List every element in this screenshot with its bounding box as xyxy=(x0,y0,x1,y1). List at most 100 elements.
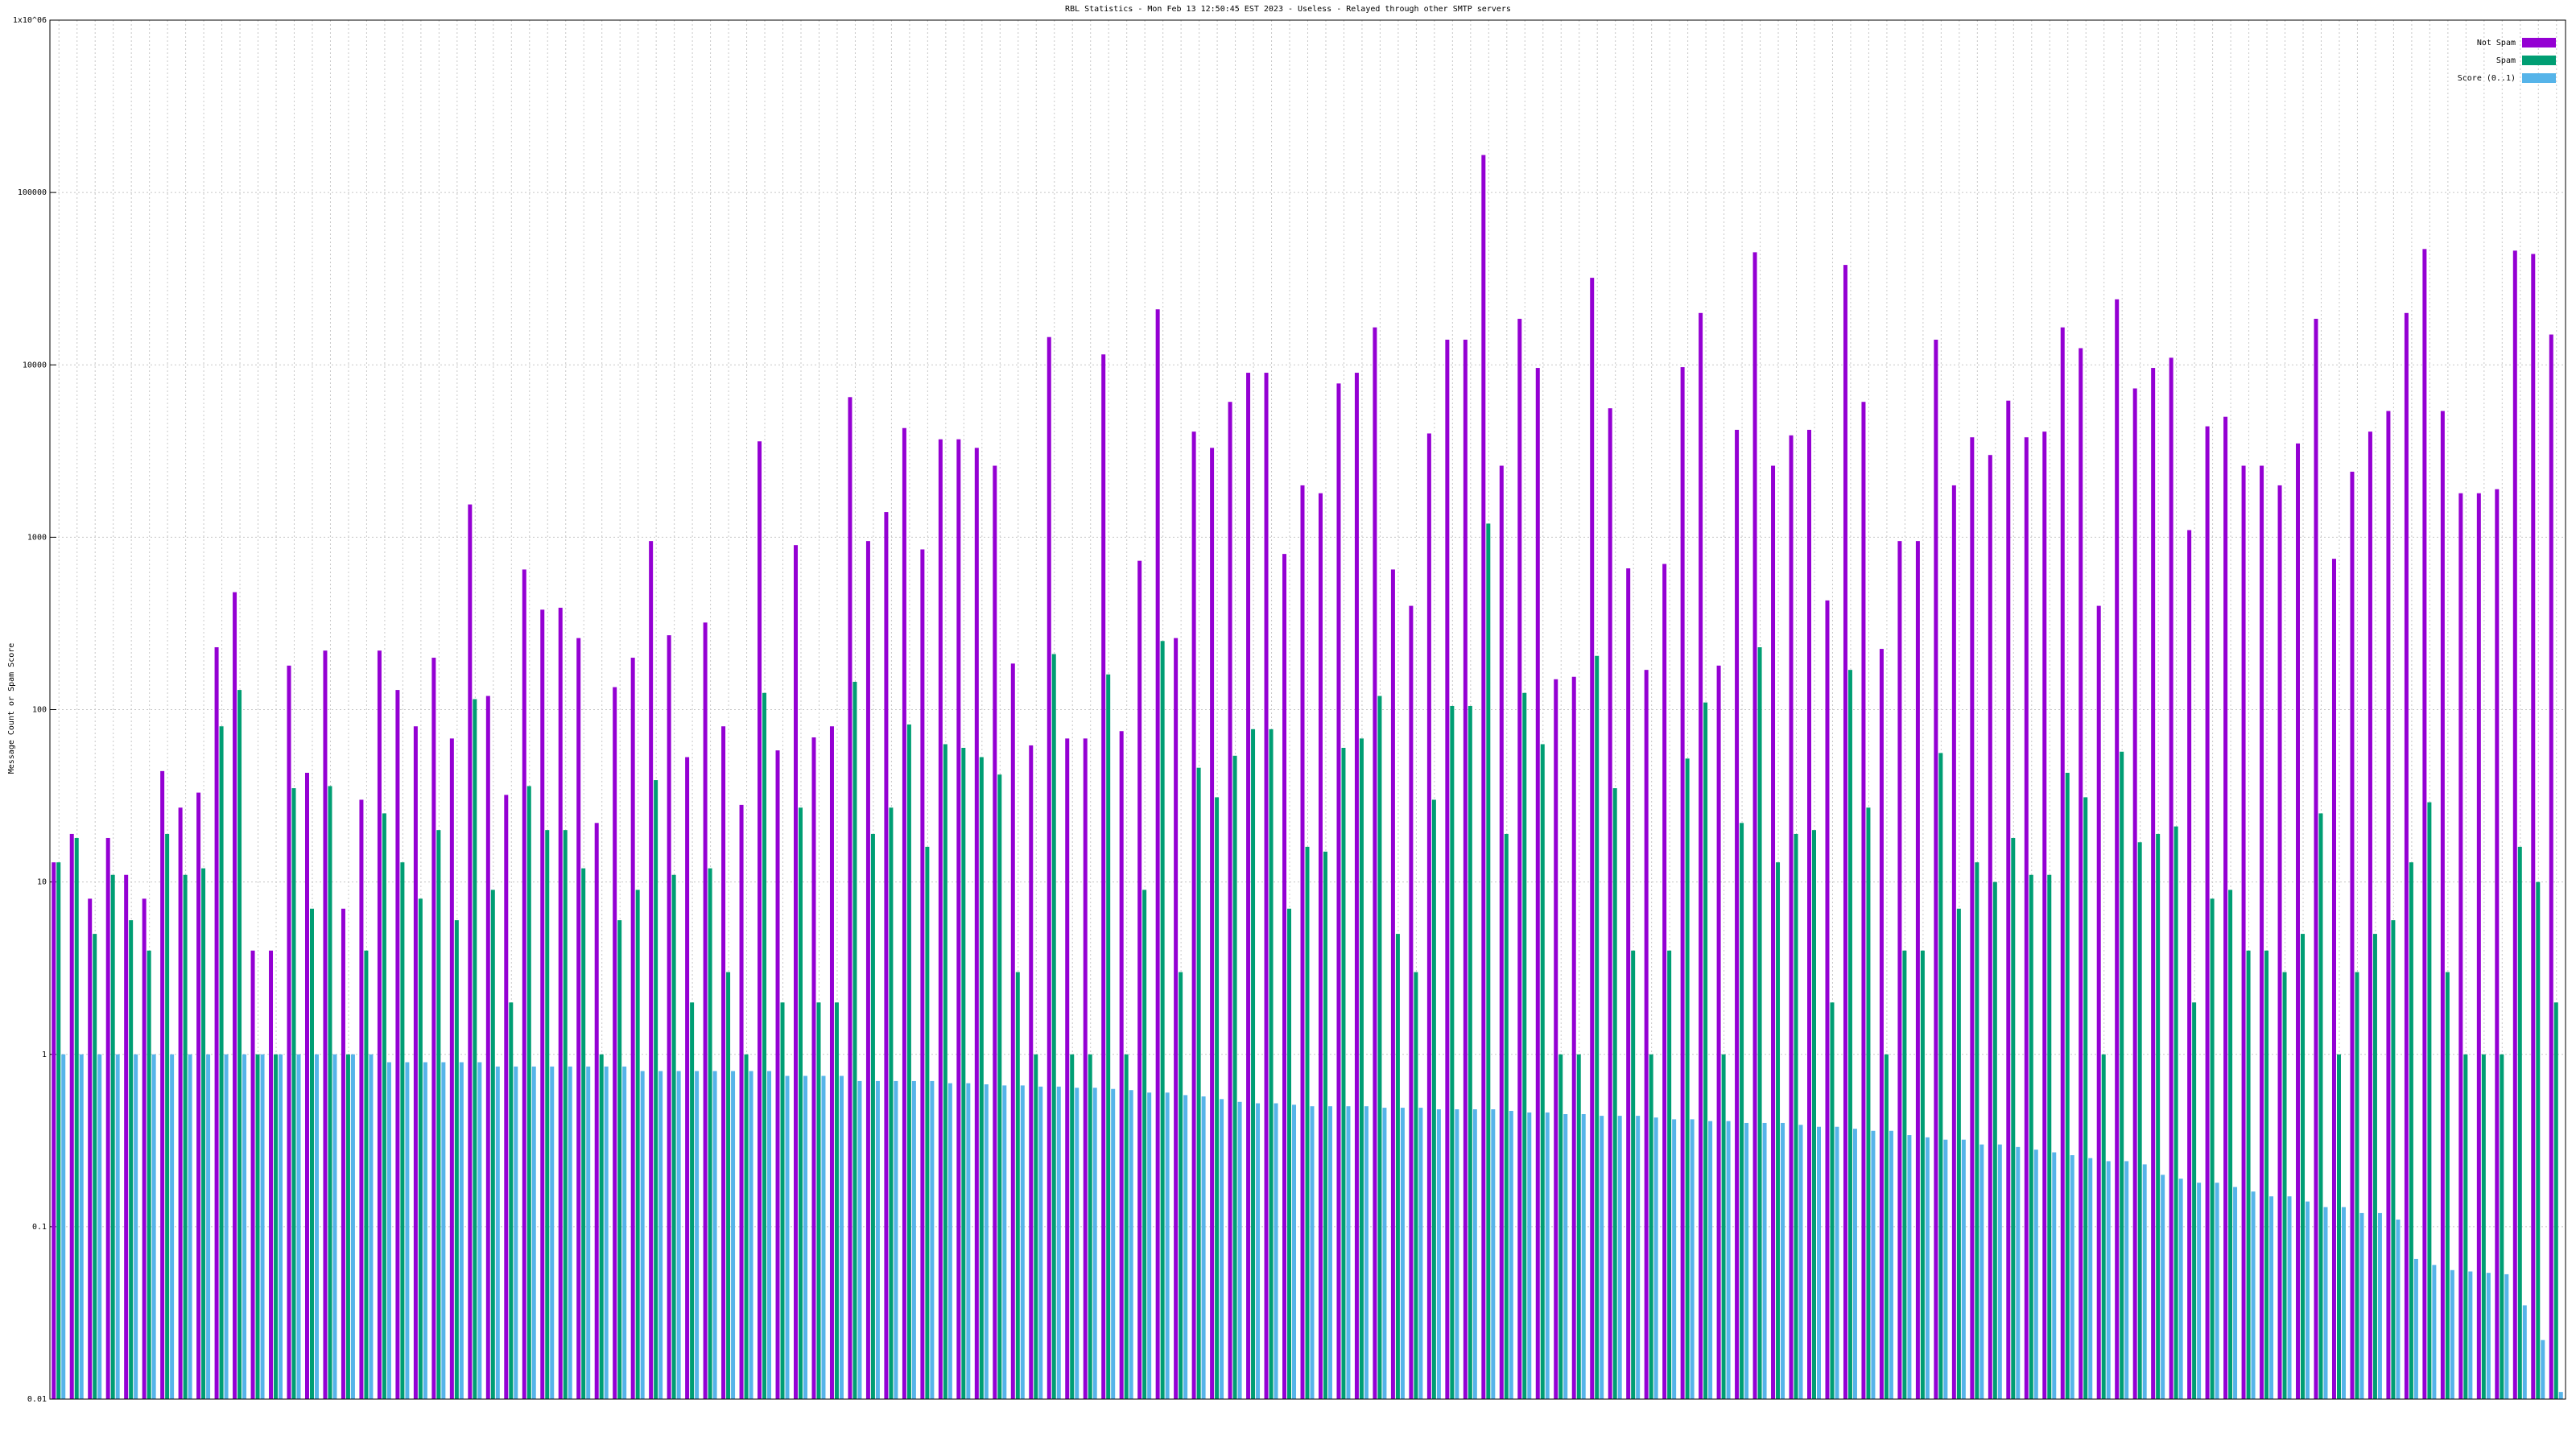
bar xyxy=(2260,465,2264,1400)
bar xyxy=(540,609,545,1399)
bar xyxy=(377,650,382,1399)
bar xyxy=(436,830,441,1399)
bar xyxy=(2314,319,2318,1399)
bar xyxy=(1065,738,1070,1399)
bar xyxy=(1690,1119,1695,1399)
bar xyxy=(1938,753,1943,1399)
bar xyxy=(2006,400,2011,1400)
bar xyxy=(2481,1054,2486,1399)
bar xyxy=(1129,1090,1133,1399)
bar xyxy=(658,1071,663,1399)
bar xyxy=(2042,431,2047,1400)
bar xyxy=(993,465,997,1400)
bar xyxy=(902,427,906,1399)
bar xyxy=(1056,1086,1061,1399)
bar xyxy=(1414,972,1418,1399)
bar xyxy=(640,1071,645,1399)
bar xyxy=(2476,493,2481,1399)
bar xyxy=(1798,1125,1803,1399)
bar xyxy=(1975,862,1979,1399)
bar xyxy=(1038,1086,1043,1399)
bar xyxy=(1509,1110,1513,1399)
bar xyxy=(2391,920,2396,1399)
bar xyxy=(2440,411,2445,1400)
bar xyxy=(2156,833,2161,1399)
bar xyxy=(345,1054,350,1399)
bar xyxy=(974,448,979,1400)
bar xyxy=(115,1054,120,1399)
bar xyxy=(1847,670,1852,1399)
bar xyxy=(165,833,170,1399)
bar xyxy=(685,757,690,1399)
bar xyxy=(359,799,364,1399)
bar xyxy=(526,786,531,1399)
bar xyxy=(1951,485,1956,1399)
bar xyxy=(1300,485,1305,1399)
bar xyxy=(2318,813,2323,1399)
bar xyxy=(2277,485,2282,1399)
bar xyxy=(721,726,726,1399)
bar xyxy=(1879,649,1884,1399)
bar xyxy=(2504,1274,2509,1399)
bar xyxy=(405,1062,410,1399)
bar xyxy=(2246,950,2251,1399)
legend-swatch xyxy=(2522,56,2556,65)
bar xyxy=(1571,676,1576,1399)
bar xyxy=(2541,1340,2545,1399)
bar xyxy=(413,726,418,1399)
bar xyxy=(382,813,386,1399)
bar xyxy=(708,868,712,1399)
bar xyxy=(110,874,115,1399)
bar xyxy=(2178,1179,2183,1399)
bar xyxy=(586,1066,591,1399)
bar xyxy=(834,1002,839,1399)
bar xyxy=(1915,541,1920,1399)
bar xyxy=(1124,1054,1129,1399)
bar xyxy=(2011,837,2016,1399)
legend-swatch xyxy=(2522,38,2556,47)
bar xyxy=(279,1054,283,1399)
bar xyxy=(1807,429,1811,1399)
bar xyxy=(865,541,870,1399)
bar xyxy=(1961,1139,1966,1399)
bar xyxy=(1359,738,1364,1399)
bar xyxy=(2269,1196,2274,1399)
y-tick-label: 10 xyxy=(37,878,47,887)
bar xyxy=(269,950,274,1399)
bar xyxy=(2350,471,2355,1399)
bar xyxy=(2264,950,2269,1399)
bar xyxy=(1590,278,1595,1400)
bar xyxy=(1463,339,1468,1399)
y-tick-label: 0.1 xyxy=(32,1223,47,1232)
legend-label: Not Spam xyxy=(2477,39,2516,47)
bar xyxy=(504,795,509,1399)
bar xyxy=(490,890,495,1399)
bar xyxy=(1310,1106,1315,1399)
bar xyxy=(1884,1054,1889,1399)
bar xyxy=(2558,1392,2563,1399)
bar xyxy=(2124,1161,2129,1399)
bar xyxy=(495,1066,500,1399)
bar xyxy=(369,1054,374,1399)
bar xyxy=(767,1071,772,1399)
bar xyxy=(2142,1164,2147,1399)
bar xyxy=(545,830,550,1399)
bar xyxy=(811,737,816,1399)
bar xyxy=(2377,1212,2382,1399)
bar xyxy=(1155,309,1160,1400)
bar xyxy=(758,441,762,1399)
bar xyxy=(2517,846,2522,1399)
bar xyxy=(1757,647,1762,1399)
bar xyxy=(2079,348,2083,1399)
bar xyxy=(2088,1158,2093,1399)
bar xyxy=(2205,426,2210,1399)
bar xyxy=(1341,748,1346,1399)
bar xyxy=(1287,908,1292,1399)
bar xyxy=(1540,744,1545,1399)
bar xyxy=(1468,705,1472,1399)
bar xyxy=(1292,1104,1297,1399)
bar xyxy=(799,807,803,1399)
bar xyxy=(1925,1137,1930,1399)
bar xyxy=(2223,416,2228,1400)
bar xyxy=(2301,934,2306,1399)
